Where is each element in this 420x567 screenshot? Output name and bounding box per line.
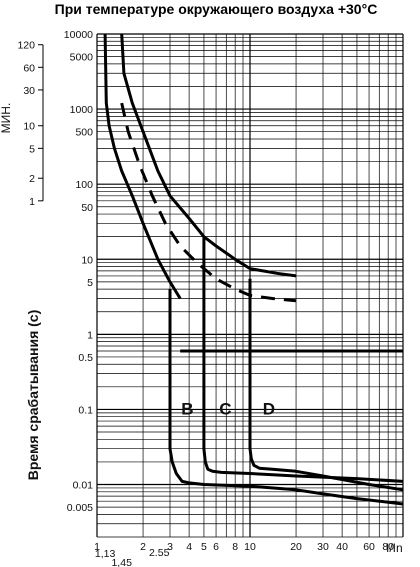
curve-thermal-lower xyxy=(103,33,182,300)
y-tick-label: 5000 xyxy=(70,52,94,64)
y-tick-label: 1000 xyxy=(70,104,94,116)
curve-B xyxy=(168,289,404,506)
y-tick-label: 0.5 xyxy=(78,352,93,364)
minutes-tick-label: 10 xyxy=(23,121,35,133)
minutes-tick-labels: 120 60 30 10 5 2 1 xyxy=(17,40,44,208)
minutes-axis-label: МИН. xyxy=(0,103,13,134)
y-tick-label: 500 xyxy=(75,127,93,139)
minutes-tick-label: 1 xyxy=(29,196,35,208)
curve-D xyxy=(248,278,404,492)
x-tick-labels: 1 2 3 4 5 6 8 10 20 30 40 60 80 1,131,45 2.55 xyxy=(94,541,394,567)
x-tick-label: 60 xyxy=(363,541,375,553)
curve-labels: B C D xyxy=(181,400,275,419)
trip-curves xyxy=(103,33,404,506)
x-tick-label: 6 xyxy=(213,541,219,553)
x-tick-label: 80 xyxy=(382,541,394,553)
x-tick-label: 8 xyxy=(232,541,238,553)
x-tick-label-extra: 1,13 xyxy=(95,548,116,560)
x-tick-label: 4 xyxy=(186,541,192,553)
y-tick-label: 1 xyxy=(87,329,93,341)
minutes-tick-label: 60 xyxy=(23,62,35,74)
minutes-tick-label: 2 xyxy=(29,173,35,185)
x-tick-label: 1 xyxy=(94,541,100,553)
y-tick-label: 50 xyxy=(81,202,93,214)
y-tick-label: 0.1 xyxy=(78,404,93,416)
x-tick-label: 10 xyxy=(244,541,256,553)
chart-title: При температуре окружающего воздуха +30°… xyxy=(55,1,378,17)
y-tick-label: 0.01 xyxy=(73,480,94,492)
curve-label-D: D xyxy=(263,400,275,419)
curve-C xyxy=(202,236,404,483)
chart-grid xyxy=(96,33,404,538)
y-tick-label: 10000 xyxy=(64,29,93,41)
x-tick-label: 3 xyxy=(167,541,173,553)
y-tick-label: 0.005 xyxy=(67,502,93,514)
x-tick-label-extra: 2.55 xyxy=(149,547,170,559)
curve-thermal-dashed xyxy=(120,102,297,303)
y-tick-label: 10 xyxy=(81,254,93,266)
y-tick-label: 100 xyxy=(75,179,93,191)
x-tick-label: 5 xyxy=(201,541,207,553)
curve-label-B: B xyxy=(181,400,193,419)
y-axis-label: Время срабатывания (с) xyxy=(25,310,41,481)
curve-label-C: C xyxy=(219,400,231,419)
x-tick-label: 40 xyxy=(336,541,348,553)
y-tick-labels: 10000 5000 1000 500 100 50 10 5 1 0.5 0.1 0.01 0.005 xyxy=(64,29,93,514)
x-tick-label: 2 xyxy=(140,541,146,553)
curve-thermal-upper xyxy=(120,33,297,278)
x-tick-label: 20 xyxy=(290,541,302,553)
x-axis-label: I/In xyxy=(386,541,403,555)
y-tick-label: 5 xyxy=(87,277,93,289)
minutes-tick-label: 5 xyxy=(29,143,35,155)
minutes-tick-label: 30 xyxy=(23,85,35,97)
minutes-tick-label: 120 xyxy=(17,40,35,52)
x-tick-label: 30 xyxy=(317,541,329,553)
x-tick-label-extra: 1,45 xyxy=(111,557,132,567)
